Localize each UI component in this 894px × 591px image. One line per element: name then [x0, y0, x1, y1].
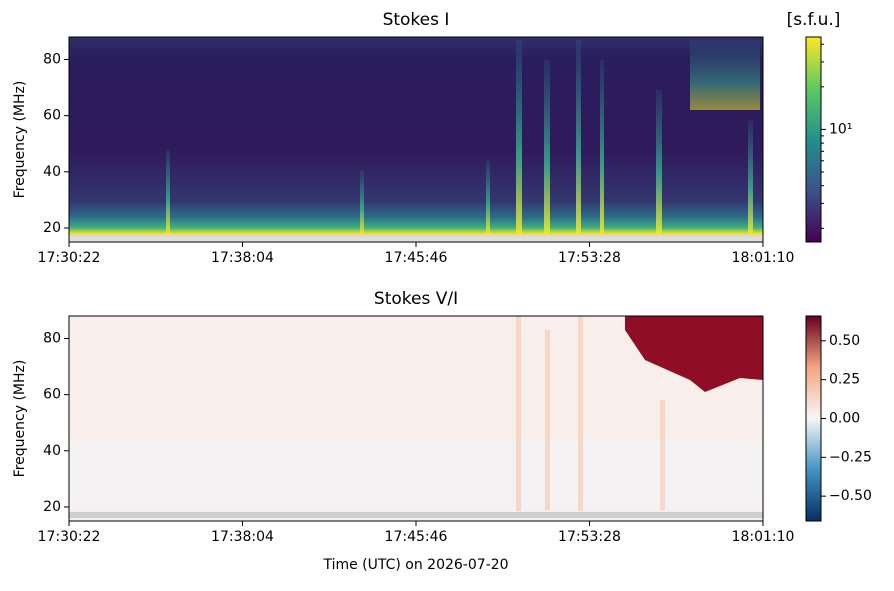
- colorbar-tick-label: 0.00: [829, 411, 860, 427]
- colorbar-tick-label: −0.50: [829, 488, 872, 504]
- colorbar-tick-label: 10¹: [829, 121, 852, 137]
- x-tick-label: 17:38:04: [211, 529, 274, 545]
- y-axis-label: Frequency (MHz): [12, 81, 28, 199]
- chart-title: Stokes V/I: [374, 289, 458, 309]
- y-tick-label: 80: [43, 330, 61, 346]
- y-tick-label: 40: [43, 443, 61, 459]
- colorbar: [805, 315, 822, 522]
- colorbar: [805, 36, 822, 243]
- y-tick-label: 60: [43, 387, 61, 403]
- y-axis-label: Frequency (MHz): [12, 360, 28, 478]
- colorbar-tick-label: −0.25: [829, 449, 872, 465]
- colorbar-label: [s.f.u.]: [787, 10, 841, 30]
- chart-title: Stokes I: [383, 10, 450, 30]
- x-tick-label: 17:38:04: [211, 250, 274, 266]
- x-tick-label: 17:53:28: [558, 529, 621, 545]
- y-tick-label: 80: [43, 51, 61, 67]
- y-tick-label: 20: [43, 220, 61, 236]
- y-tick-label: 40: [43, 164, 61, 180]
- x-tick-label: 17:30:22: [38, 250, 101, 266]
- y-tick-label: 20: [43, 499, 61, 515]
- x-tick-label: 17:53:28: [558, 250, 621, 266]
- x-axis-label: Time (UTC) on 2026-07-20: [322, 557, 508, 573]
- colorbar-tick-label: 0.50: [829, 333, 860, 349]
- colorbar-tick-label: 0.25: [829, 372, 860, 388]
- x-tick-label: 17:45:46: [385, 529, 448, 545]
- y-tick-label: 60: [43, 108, 61, 124]
- heatmap-image: [69, 37, 763, 521]
- x-tick-label: 18:01:10: [732, 529, 795, 545]
- x-tick-label: 17:45:46: [385, 250, 448, 266]
- x-tick-label: 18:01:10: [732, 250, 795, 266]
- x-tick-label: 17:30:22: [38, 529, 101, 545]
